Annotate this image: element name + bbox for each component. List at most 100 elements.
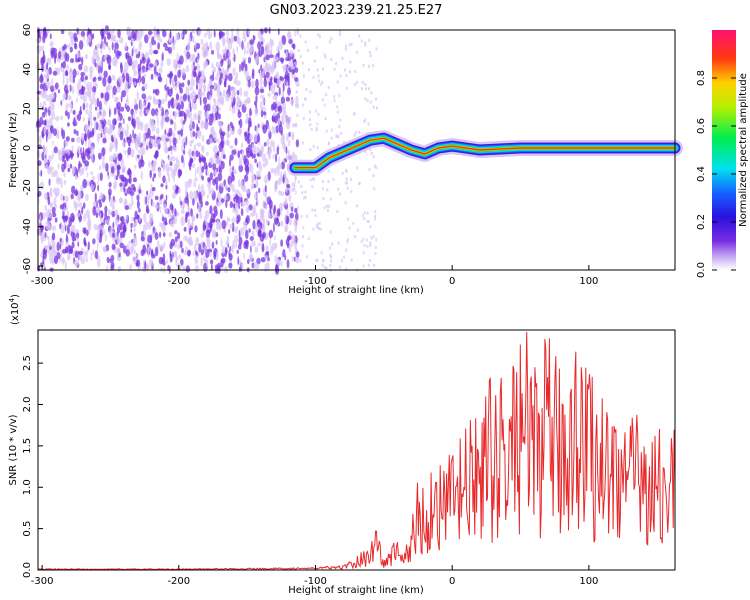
spectrogram-noise-cell xyxy=(249,39,254,45)
spectrogram-noise-cell xyxy=(48,242,52,248)
spectrogram-noise-cell xyxy=(209,137,213,145)
spectrogram-noise-cell xyxy=(269,236,272,247)
spectrogram-noise-cell xyxy=(273,77,278,83)
spectrogram-noise-cell xyxy=(243,252,246,260)
spectrogram-noise-cell xyxy=(273,222,275,233)
spectrogram-noise-cell xyxy=(272,101,277,110)
spectrogram-noise-cell xyxy=(197,201,199,210)
spectrogram-noise-cell xyxy=(316,223,319,226)
spectrogram-noise-cell xyxy=(219,182,224,188)
spectrogram-noise-cell xyxy=(256,257,261,265)
spectrogram-noise-cell xyxy=(57,163,60,170)
spectrogram-noise-cell xyxy=(260,41,264,46)
spectrogram-noise-cell xyxy=(215,182,219,191)
spectrogram-noise-cell xyxy=(115,247,121,255)
spectrogram-noise-cell xyxy=(304,97,306,101)
spectrogram-noise-cell xyxy=(157,168,162,179)
spectrogram-noise-cell xyxy=(304,190,307,194)
spectrogram-noise-cell xyxy=(224,184,228,191)
spectrogram-noise-cell xyxy=(260,257,266,263)
spectrogram-noise-cell xyxy=(86,229,89,237)
spectrogram-noise-cell xyxy=(67,254,71,260)
spectrogram-noise-cell xyxy=(299,34,302,38)
spectrogram-noise-cell xyxy=(207,177,210,183)
spectrogram-noise-cell xyxy=(130,198,134,207)
spectrogram-noise-cell xyxy=(252,173,255,182)
spectrogram-noise-cell xyxy=(172,146,178,152)
spectrogram-noise-cell xyxy=(237,150,241,159)
spectrogram-noise-cell xyxy=(333,67,336,71)
spectrogram-noise-cell xyxy=(119,130,124,141)
spectrogram-noise-cell xyxy=(169,38,173,44)
spectrogram-noise-cell xyxy=(209,218,213,224)
x-tick-label: -200 xyxy=(167,276,190,287)
spectrogram-noise-cell xyxy=(240,180,244,190)
spectrogram-noise-cell xyxy=(251,262,255,269)
spectrogram-noise-cell xyxy=(201,165,205,173)
spectrogram-noise-cell xyxy=(333,95,336,99)
spectrogram-noise-cell xyxy=(251,184,254,189)
spectrogram-noise-cell xyxy=(296,113,299,117)
spectrogram-noise-cell xyxy=(47,196,51,206)
spectrogram-noise-cell xyxy=(87,214,91,223)
spectrogram-noise-cell xyxy=(339,74,342,78)
spectrogram-noise-cell xyxy=(277,117,281,126)
spectrogram-noise-cell xyxy=(169,99,174,106)
spectrogram-noise-cell xyxy=(285,146,288,155)
spectrogram-noise-cell xyxy=(180,216,185,227)
spectrogram-noise-cell xyxy=(213,168,218,176)
spectrogram-noise-cell xyxy=(161,98,165,105)
spectrogram-noise-cell xyxy=(190,208,193,217)
spectrogram-noise-cell xyxy=(161,52,164,62)
spectrogram-noise-cell xyxy=(343,255,345,259)
spectrogram-noise-cell xyxy=(191,221,195,228)
spectrogram-noise-cell xyxy=(95,52,99,60)
spectrogram-noise-cell xyxy=(285,50,288,59)
spectrogram-noise-cell xyxy=(147,220,152,230)
spectrogram-noise-cell xyxy=(209,259,214,265)
spectrogram-noise-cell xyxy=(223,195,228,201)
spectrogram-noise-cell xyxy=(112,143,115,149)
spectrogram-noise-cell xyxy=(368,87,371,91)
spectrogram-noise-cell xyxy=(289,49,293,57)
spectrogram-noise-cell xyxy=(339,118,342,122)
spectrogram-noise-cell xyxy=(210,32,213,38)
spectrogram-noise-cell xyxy=(95,106,98,111)
spectrogram-noise-cell xyxy=(280,239,283,248)
spectrogram-noise-cell xyxy=(306,214,309,218)
spectrogram-noise-cell xyxy=(193,143,197,154)
spectrogram-noise-cell xyxy=(137,149,140,154)
spectrogram-noise-cell xyxy=(262,228,266,233)
spectrogram-noise-cell xyxy=(206,259,209,268)
spectrogram-noise-cell xyxy=(84,53,88,60)
spectrogram-noise-cell xyxy=(197,29,201,37)
spectrogram-noise-cell xyxy=(154,232,159,240)
spectrogram-noise-cell xyxy=(247,258,250,265)
spectrogram-noise-cell xyxy=(252,219,256,230)
spectrogram-noise-cell xyxy=(99,212,102,222)
x-tick-label: -300 xyxy=(31,276,54,287)
spectrogram-noise-cell xyxy=(335,61,338,65)
spectrogram-noise-cell xyxy=(61,129,66,140)
spectrogram-noise-cell xyxy=(204,215,208,222)
spectrogram-noise-cell xyxy=(236,27,240,37)
spectrogram-noise-cell xyxy=(183,250,187,256)
spectrogram-noise-cell xyxy=(295,251,300,258)
spectrogram-noise-cell xyxy=(73,37,79,43)
spectrogram-noise-cell xyxy=(107,32,111,40)
spectrogram-noise-cell xyxy=(124,80,129,90)
spectrogram-noise-cell xyxy=(67,43,71,49)
spectrogram-noise-cell xyxy=(180,100,184,110)
spectrogram-noise-cell xyxy=(255,95,258,103)
spectrogram-noise-cell xyxy=(251,143,255,154)
spectrogram-noise-cell xyxy=(83,65,89,73)
spectrogram-noise-cell xyxy=(258,48,261,56)
spectrogram-noise-cell xyxy=(293,154,298,161)
spectrogram-noise-cell xyxy=(200,200,203,208)
spectrogram-noise-cell xyxy=(197,184,201,192)
spectrogram-noise-cell xyxy=(222,31,225,37)
spectrogram-noise-cell xyxy=(146,197,150,205)
spectrogram-noise-cell xyxy=(257,163,261,168)
spectrogram-noise-cell xyxy=(326,188,329,192)
spectrogram-noise-cell xyxy=(218,167,223,174)
